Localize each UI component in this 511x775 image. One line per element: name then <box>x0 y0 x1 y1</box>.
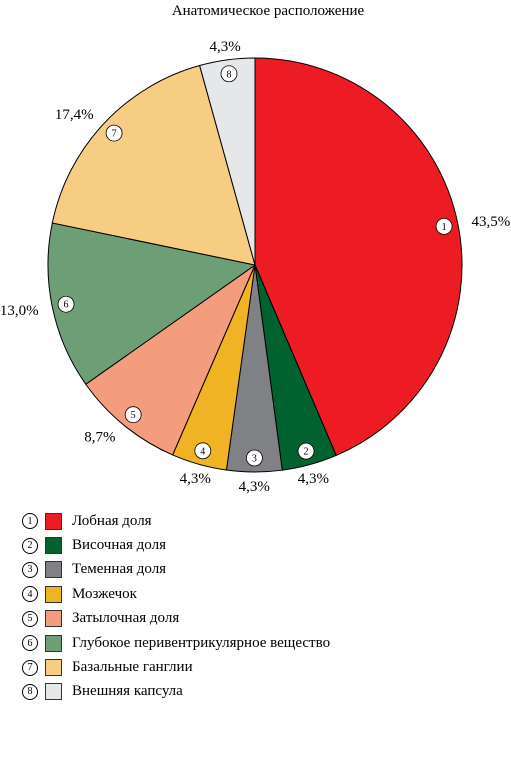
slice-number-marker-3 <box>245 449 263 467</box>
pie-slice-7 <box>51 64 256 266</box>
legend-number-8: 8 <box>22 683 38 700</box>
slice-value-label-2: 4,3% <box>298 471 329 487</box>
legend-number-1: 1 <box>22 513 38 530</box>
slice-number-7: 7 <box>112 129 117 140</box>
legend-swatch-2 <box>45 537 62 555</box>
slice-number-2: 2 <box>304 447 309 458</box>
slice-number-marker-4 <box>194 442 212 460</box>
legend-label-1: Лобная доля <box>72 512 152 529</box>
slice-number-marker-5 <box>124 406 142 424</box>
pie-chart: Анатомическое расположение 1 43,5% 2 4,3% 3 4… <box>0 3 511 495</box>
legend-number-6: 6 <box>22 635 38 652</box>
chart-title: Анатомическое расположение <box>172 3 365 19</box>
legend-number-2: 2 <box>22 537 38 554</box>
slice-value-label-8: 4,3% <box>210 39 241 55</box>
legend-item-3: 3 Теменная доля <box>22 558 330 582</box>
pie-slice-1 <box>254 57 463 457</box>
slice-number-5: 5 <box>131 410 136 421</box>
pie-slice-5 <box>85 263 257 456</box>
pie-slice-6 <box>47 222 257 385</box>
slice-number-4: 4 <box>200 446 205 457</box>
legend-swatch-1 <box>45 512 62 530</box>
slice-number-marker-6 <box>57 295 75 313</box>
legend-label-8: Внешняя капсула <box>72 683 183 700</box>
legend-number-7: 7 <box>22 659 38 676</box>
slice-number-8: 8 <box>226 69 231 80</box>
slice-value-label-6: 13,0% <box>0 303 39 319</box>
slice-number-3: 3 <box>252 454 257 465</box>
legend-item-4: 4 Мозжечок <box>22 582 330 606</box>
legend-number-5: 5 <box>22 610 38 627</box>
legend-label-6: Глубокое перивентрикулярное вещество <box>72 634 331 651</box>
legend: 1 Лобная доля 2 Височная доля 3 Теменная доля… <box>22 509 330 704</box>
slice-value-label-3: 4,3% <box>239 479 270 495</box>
legend-label-3: Теменная доля <box>72 561 167 578</box>
legend-swatch-5 <box>45 610 62 628</box>
legend-swatch-8 <box>45 683 62 701</box>
slice-value-label-4: 4,3% <box>180 471 211 487</box>
legend-item-6: 6 Глубокое перивентрикулярное вещество <box>22 631 330 655</box>
legend-label-5: Затылочная доля <box>72 610 180 627</box>
legend-swatch-7 <box>45 659 62 677</box>
slice-value-label-7: 17,4% <box>55 107 94 123</box>
legend-item-5: 5 Затылочная доля <box>22 607 330 631</box>
legend-swatch-3 <box>45 561 62 579</box>
legend-number-3: 3 <box>22 561 38 578</box>
legend-item-7: 7 Базальные ганглии <box>22 655 330 679</box>
slice-number-marker-7 <box>105 124 123 142</box>
legend-item-1: 1 Лобная доля <box>22 509 330 533</box>
legend-label-7: Базальные ганглии <box>72 659 193 676</box>
pie-slice-8 <box>199 57 256 266</box>
legend-number-4: 4 <box>22 586 38 603</box>
slice-number-6: 6 <box>64 300 69 311</box>
slice-number-marker-8 <box>220 65 238 83</box>
slice-value-label-1: 43,5% <box>472 214 511 230</box>
legend-item-8: 8 Внешняя капсула <box>22 680 330 704</box>
slice-number-1: 1 <box>442 222 447 233</box>
slice-number-marker-1 <box>435 217 453 235</box>
legend-label-2: Височная доля <box>72 537 166 554</box>
slice-value-label-5: 8,7% <box>84 429 115 445</box>
legend-label-4: Мозжечок <box>72 585 137 602</box>
slice-number-marker-2 <box>297 442 315 460</box>
legend-item-2: 2 Височная доля <box>22 533 330 557</box>
legend-swatch-4 <box>45 585 62 603</box>
legend-swatch-6 <box>45 634 62 652</box>
